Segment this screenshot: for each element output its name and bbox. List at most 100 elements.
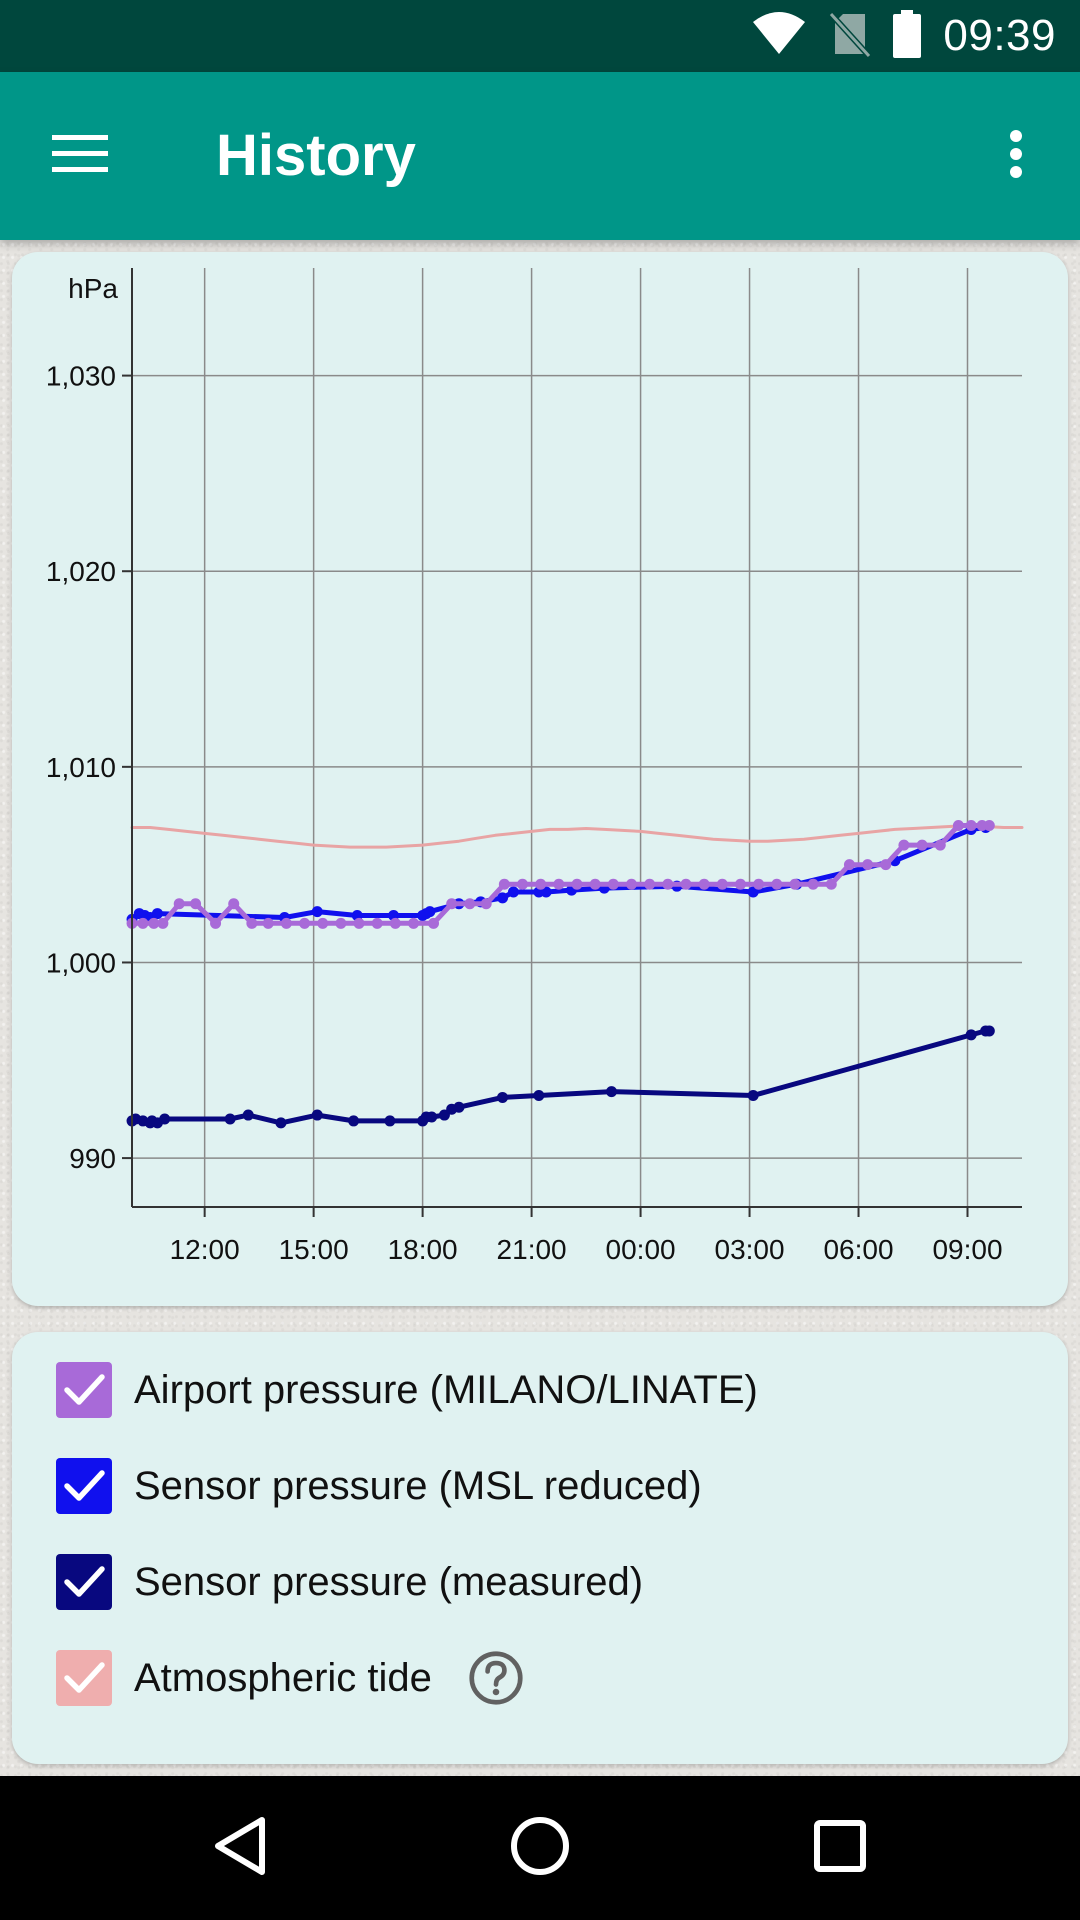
data-point bbox=[173, 898, 185, 910]
data-point bbox=[424, 906, 436, 918]
x-tick-label: 21:00 bbox=[497, 1234, 567, 1265]
recents-button[interactable] bbox=[790, 1798, 890, 1898]
legend-item[interactable]: Sensor pressure (MSL reduced) bbox=[56, 1450, 702, 1522]
series-airport-pressure-milano-linate bbox=[126, 820, 995, 929]
data-point bbox=[246, 917, 258, 929]
data-point bbox=[606, 1086, 618, 1098]
data-point bbox=[553, 878, 565, 890]
home-button[interactable] bbox=[490, 1798, 590, 1898]
data-point bbox=[335, 917, 347, 929]
data-point bbox=[898, 839, 910, 851]
data-point bbox=[807, 878, 819, 890]
legend-label: Atmospheric tide bbox=[134, 1655, 432, 1700]
data-point bbox=[644, 878, 656, 890]
data-point bbox=[540, 886, 552, 898]
legend-item[interactable]: Airport pressure (MILANO/LINATE) bbox=[56, 1354, 758, 1426]
overflow-menu-button[interactable] bbox=[976, 116, 1056, 196]
data-point bbox=[825, 878, 837, 890]
data-point bbox=[480, 898, 492, 910]
x-tick-label: 12:00 bbox=[170, 1234, 240, 1265]
data-point bbox=[280, 917, 292, 929]
x-tick-label: 18:00 bbox=[388, 1234, 458, 1265]
menu-button[interactable] bbox=[40, 116, 120, 196]
check-icon bbox=[64, 1566, 105, 1597]
data-point bbox=[242, 1109, 254, 1121]
data-point bbox=[607, 878, 619, 890]
data-point bbox=[224, 1113, 236, 1125]
back-button[interactable] bbox=[190, 1798, 290, 1898]
data-point bbox=[446, 898, 458, 910]
page-title: History bbox=[216, 123, 416, 188]
y-axis-unit-label: hPa bbox=[68, 273, 118, 304]
data-point bbox=[428, 917, 440, 929]
x-tick-label: 00:00 bbox=[606, 1234, 676, 1265]
data-point bbox=[965, 820, 977, 832]
home-icon bbox=[509, 1815, 571, 1882]
y-tick-label: 1,030 bbox=[46, 361, 116, 392]
data-point bbox=[275, 1117, 287, 1129]
data-point bbox=[497, 892, 509, 904]
help-circle-icon[interactable] bbox=[468, 1650, 524, 1706]
data-point bbox=[426, 1111, 438, 1123]
legend-checkbox[interactable] bbox=[56, 1362, 112, 1418]
data-point bbox=[965, 1029, 977, 1041]
data-point bbox=[589, 878, 601, 890]
legend-item[interactable]: Atmospheric tide bbox=[56, 1642, 524, 1714]
legend-checkbox[interactable] bbox=[56, 1650, 112, 1706]
data-point bbox=[408, 917, 420, 929]
battery-icon bbox=[893, 9, 922, 63]
y-tick-label: 1,020 bbox=[46, 556, 116, 587]
app-bar: History bbox=[0, 72, 1080, 240]
y-tick-label: 1,000 bbox=[46, 947, 116, 978]
legend-label: Sensor pressure (measured) bbox=[134, 1559, 644, 1604]
data-point bbox=[228, 898, 240, 910]
data-point bbox=[789, 878, 801, 890]
data-point bbox=[880, 859, 892, 871]
data-point bbox=[190, 898, 202, 910]
x-tick-label: 06:00 bbox=[823, 1234, 893, 1265]
chart-card: 990 1,000 1,010 1,020 1,030 12:00 15:00 18:00 21… bbox=[12, 252, 1068, 1306]
data-point bbox=[517, 878, 529, 890]
back-icon bbox=[210, 1815, 270, 1882]
data-point bbox=[734, 878, 746, 890]
data-point bbox=[389, 917, 401, 929]
data-point bbox=[862, 859, 874, 871]
data-point bbox=[159, 1113, 171, 1125]
data-point bbox=[747, 886, 759, 898]
data-point bbox=[384, 1115, 396, 1127]
data-point bbox=[464, 898, 476, 910]
legend-item[interactable]: Sensor pressure (measured) bbox=[56, 1546, 643, 1618]
x-tick-label: 03:00 bbox=[715, 1234, 785, 1265]
data-point bbox=[983, 1025, 995, 1037]
y-tick-label: 990 bbox=[69, 1143, 116, 1174]
hamburger-menu-icon bbox=[52, 133, 108, 180]
data-point bbox=[916, 839, 928, 851]
data-point bbox=[498, 878, 510, 890]
data-point bbox=[662, 878, 674, 890]
legend-checkbox[interactable] bbox=[56, 1554, 112, 1610]
data-point bbox=[716, 878, 728, 890]
data-point bbox=[771, 878, 783, 890]
check-icon bbox=[64, 1470, 105, 1501]
legend-checkbox[interactable] bbox=[56, 1458, 112, 1514]
navigation-bar bbox=[0, 1776, 1080, 1920]
data-point bbox=[148, 917, 160, 929]
data-point bbox=[311, 1109, 323, 1121]
pressure-chart[interactable]: 990 1,000 1,010 1,020 1,030 12:00 15:00 18:00 21… bbox=[12, 252, 1068, 1306]
legend-label: Airport pressure (MILANO/LINATE) bbox=[134, 1367, 758, 1412]
data-point bbox=[507, 886, 519, 898]
status-bar: 09:39 bbox=[0, 0, 1080, 72]
data-point bbox=[571, 878, 583, 890]
more-vert-icon bbox=[1008, 129, 1024, 184]
no-sim-icon bbox=[829, 10, 872, 63]
data-point bbox=[497, 1091, 509, 1103]
data-point bbox=[353, 917, 365, 929]
series-line bbox=[129, 1028, 992, 1126]
data-point bbox=[535, 878, 547, 890]
data-point bbox=[934, 839, 946, 851]
data-point bbox=[371, 917, 383, 929]
x-tick-label: 09:00 bbox=[932, 1234, 1002, 1265]
status-time: 09:39 bbox=[943, 11, 1056, 60]
data-point bbox=[625, 878, 637, 890]
data-point bbox=[698, 878, 710, 890]
